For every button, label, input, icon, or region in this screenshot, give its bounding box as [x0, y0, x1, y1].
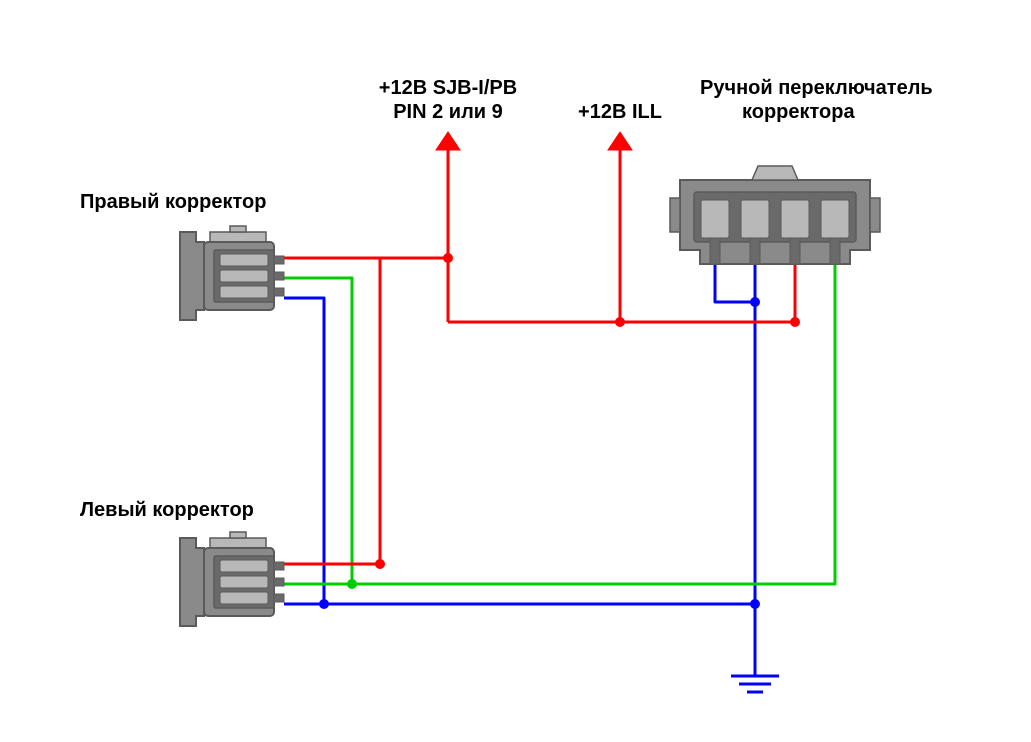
label-ill: +12B ILL [578, 101, 662, 123]
connectors-layer [180, 166, 880, 626]
label-right-corrector: Правый корректор [80, 191, 266, 213]
left-corrector-connector [180, 532, 284, 626]
wiring-diagram: Правый корректор Левый корректор +12B SJB-… [0, 0, 1031, 742]
switch-connector [670, 166, 880, 264]
label-sjb-line1: +12B SJB-I/PB [379, 77, 517, 99]
label-left-corrector: Левый корректор [80, 499, 254, 521]
label-switch-line2: корректора [742, 101, 855, 123]
right-corrector-connector [180, 226, 284, 320]
label-switch-line1: Ручной переключатель [700, 77, 933, 99]
label-sjb-line2: PIN 2 или 9 [393, 101, 503, 123]
